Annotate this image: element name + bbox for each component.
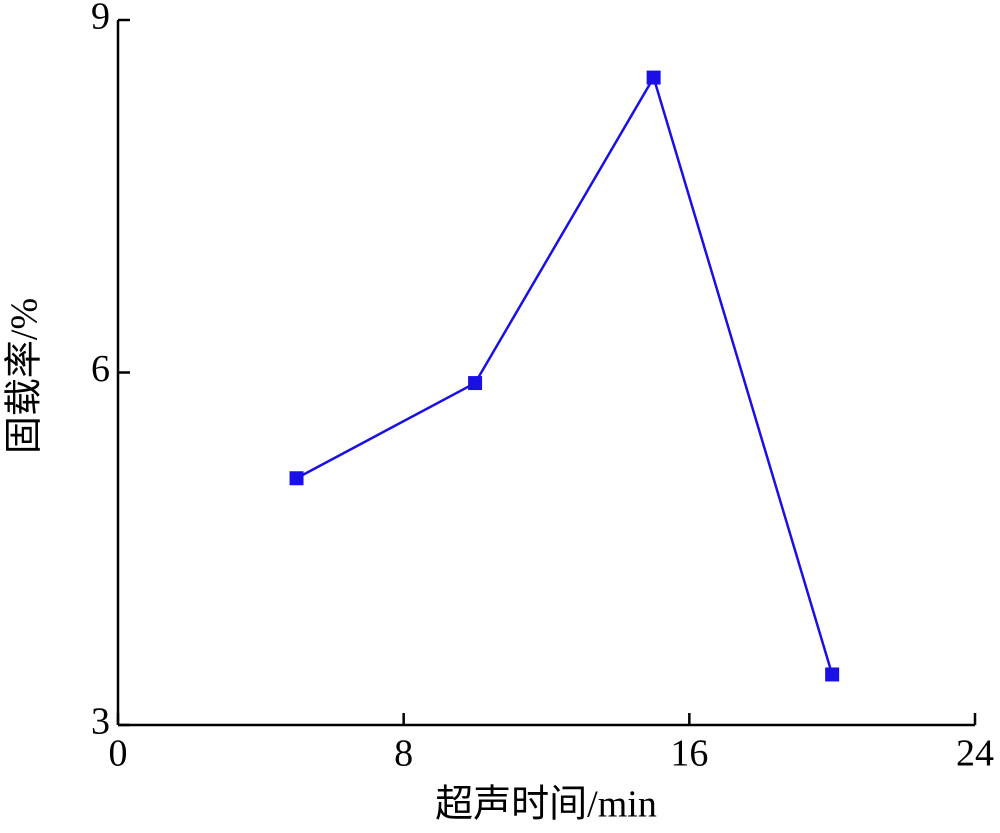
marker bbox=[289, 471, 304, 486]
x-tick-label: 16 bbox=[670, 733, 708, 775]
x-tick-label: 24 bbox=[956, 733, 994, 775]
y-tick-label: 6 bbox=[91, 348, 110, 390]
x-tick-label: 0 bbox=[109, 733, 128, 775]
x-tick-label: 8 bbox=[394, 733, 413, 775]
x-axis-label: 超声时间/min bbox=[435, 784, 657, 826]
marker bbox=[468, 376, 483, 391]
line bbox=[295, 74, 834, 675]
marker bbox=[825, 667, 840, 682]
y-tick-label: 3 bbox=[91, 701, 110, 743]
marker bbox=[646, 70, 661, 85]
y-tick-label: 9 bbox=[91, 0, 110, 38]
y-axis-label: 固载率/% bbox=[4, 298, 46, 454]
